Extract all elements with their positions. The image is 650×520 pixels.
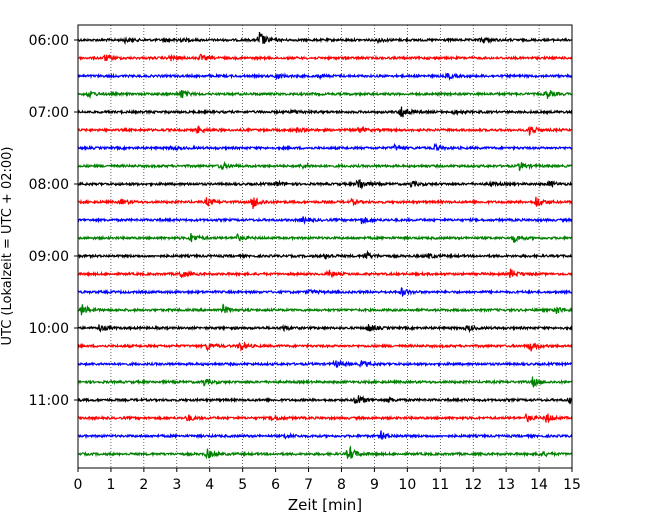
y-tick-label: 08:00 — [29, 177, 69, 193]
x-tick-label: 13 — [497, 477, 515, 493]
trace-1030 — [77, 359, 573, 369]
trace-0645 — [77, 89, 573, 100]
x-tick-label: 5 — [238, 477, 247, 493]
x-tick-label: 6 — [271, 477, 280, 493]
y-tick-label: 09:00 — [29, 249, 69, 265]
trace-0745 — [77, 160, 573, 172]
y-tick-label: 07:00 — [29, 105, 69, 121]
trace-0700 — [77, 106, 573, 118]
x-axis-title: Zeit [min] — [288, 496, 362, 514]
x-axis-ticks: 0 1 2 3 4 5 6 7 8 9 10 11 12 13 14 15 — [74, 468, 581, 493]
y-tick-label: 11:00 — [29, 393, 69, 409]
x-tick-label: 10 — [398, 477, 416, 493]
trace-0815 — [77, 196, 573, 209]
x-tick-label: 11 — [431, 477, 449, 493]
trace-1115 — [77, 413, 573, 424]
trace-1000 — [77, 323, 573, 334]
x-tick-label: 7 — [304, 477, 313, 493]
x-tick-label: 1 — [106, 477, 115, 493]
y-axis-ticks: 06:00 07:00 08:00 09:00 10:00 11:00 — [29, 33, 78, 409]
y-axis-title: UTC (Lokalzeit = UTC + 02:00) — [0, 147, 15, 346]
trace-0845 — [77, 232, 573, 244]
x-tick-label: 8 — [337, 477, 346, 493]
x-tick-label: 4 — [205, 477, 214, 493]
trace-1015 — [77, 341, 573, 353]
x-tick-label: 12 — [464, 477, 482, 493]
y-tick-label: 10:00 — [29, 321, 69, 337]
trace-0715 — [77, 124, 573, 136]
x-tick-label: 9 — [370, 477, 379, 493]
trace-0630 — [77, 72, 573, 81]
axes-frame — [77, 24, 573, 469]
trace-0945 — [77, 303, 573, 316]
trace-1100 — [77, 395, 573, 405]
grid-lines — [110, 25, 540, 468]
trace-1045 — [77, 376, 573, 389]
traces — [77, 31, 573, 460]
x-tick-label: 3 — [172, 477, 181, 493]
trace-0615 — [77, 53, 573, 62]
trace-0930 — [77, 286, 573, 298]
trace-0915 — [77, 268, 573, 279]
trace-0800 — [77, 178, 573, 190]
x-tick-label: 15 — [563, 477, 581, 493]
trace-0730 — [77, 142, 573, 152]
trace-0830 — [77, 216, 573, 225]
y-tick-label: 06:00 — [29, 33, 69, 49]
trace-0600 — [77, 31, 573, 46]
trace-0900 — [77, 249, 573, 260]
x-tick-label: 2 — [139, 477, 148, 493]
trace-1130 — [77, 430, 573, 440]
plot-frame — [77, 24, 573, 469]
x-tick-label: 0 — [74, 477, 83, 493]
trace-1145 — [77, 445, 573, 460]
x-tick-label: 14 — [530, 477, 548, 493]
